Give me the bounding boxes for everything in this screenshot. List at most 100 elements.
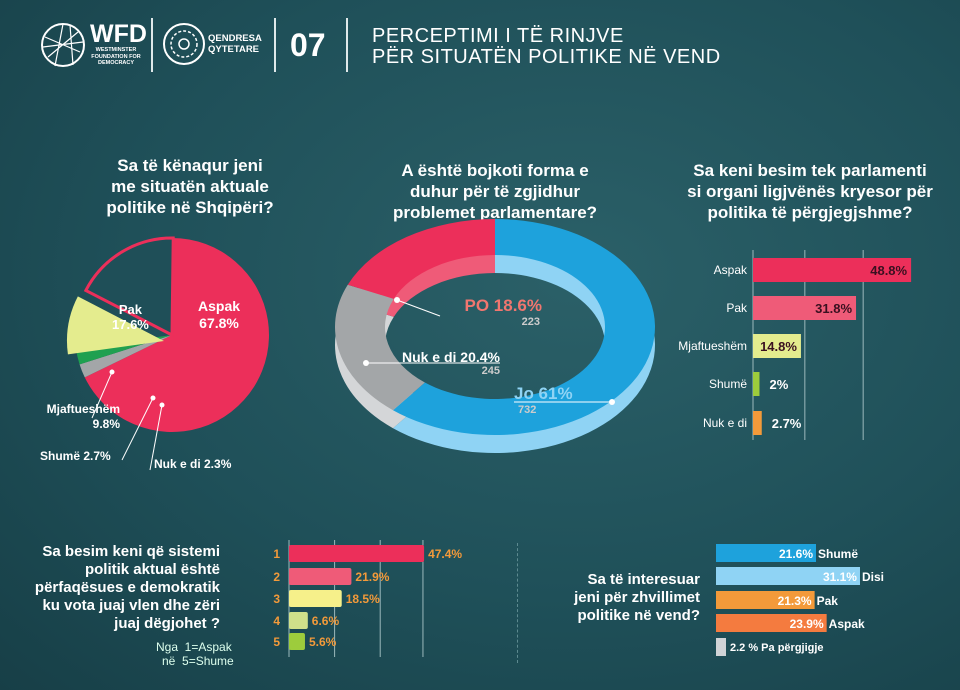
bar-2 xyxy=(716,591,815,609)
bar-category-label: 3 xyxy=(273,592,280,606)
bar-0 xyxy=(753,258,912,282)
bar-value-label: 6.6% xyxy=(312,614,340,628)
bar-category-label: Pak xyxy=(726,301,748,315)
q4-line: përfaqësues e demokratik xyxy=(34,579,220,596)
section-divider xyxy=(517,543,518,663)
scale-note-1: Nga 1=Aspak xyxy=(156,640,232,654)
bar-category-label: 1 xyxy=(273,547,280,561)
leader-line xyxy=(91,371,113,419)
bar-0 xyxy=(289,545,425,562)
q5-line: Sa të interesuar xyxy=(587,571,700,588)
bar-category-label: 2 xyxy=(273,570,280,584)
scale-note: Nga 1=Aspak në 5=Shume xyxy=(156,640,234,668)
pie-label-nuk-e-di: Nuk e di 2.3% xyxy=(154,457,232,471)
qendresa-logo-icon xyxy=(163,23,205,65)
wfd-sub-3: DEMOCRACY xyxy=(97,60,135,66)
bar-category-label: Nuk e di xyxy=(703,416,747,430)
bar-1 xyxy=(289,568,352,585)
pie-label-aspak: Aspak 67.8% xyxy=(198,298,240,332)
pie-slice-aspak xyxy=(84,238,269,433)
bar-0 xyxy=(716,544,817,562)
bar-2 xyxy=(289,590,342,607)
bar-value-label: 2.7% xyxy=(772,416,802,431)
q2-line: A është bojkoti forma e xyxy=(401,161,589,180)
q4-line: Sa besim keni që sistemi xyxy=(42,543,220,560)
wfd-sub-1: WESTMINSTER xyxy=(95,47,137,53)
q1-line: Sa të kënaqur jeni xyxy=(117,156,263,175)
leader-line xyxy=(121,397,154,461)
donut-po-count: 223 xyxy=(521,316,540,328)
leader-dot xyxy=(363,360,369,366)
bar-4 xyxy=(289,633,305,650)
q4-line: ku vota juaj vlen dhe zëri xyxy=(42,597,220,614)
q3-line: Sa keni besim tek parlamenti xyxy=(693,161,927,180)
bar-1 xyxy=(753,296,857,320)
donut-slice-po xyxy=(347,219,495,299)
q2-line: problemet parlamentare? xyxy=(392,203,598,222)
header-divider xyxy=(151,18,153,72)
donut-jo-count: 732 xyxy=(518,404,537,416)
header-divider xyxy=(346,18,348,72)
pie-label-pak-name: Pak xyxy=(118,302,142,317)
bar-value-label: 18.5% xyxy=(346,592,380,606)
bar-category-label: Aspak xyxy=(714,263,748,277)
question-satisfaction: Sa të kënaqur jeni me situatën aktuale p… xyxy=(70,155,310,218)
q4-line: politik aktual është xyxy=(84,561,220,578)
pie-label-mjaft-name: Mjaftueshëm xyxy=(46,402,120,416)
question-system-trust: Sa besim keni që sistemi politik aktual … xyxy=(10,543,220,633)
page-title-line-1: PERCEPTIMI I TË RINJVE xyxy=(372,25,624,47)
wfd-logo-subtitle: WESTMINSTER FOUNDATION FOR DEMOCRACY xyxy=(88,47,144,67)
bar-category-label: 4 xyxy=(273,614,280,628)
q3-line: si organi ligjvënës kryesor për xyxy=(687,182,933,201)
bar-value-label: 31.8% xyxy=(815,301,852,316)
bar-category-label: Mjaftueshëm xyxy=(678,339,747,353)
q1-line: me situatën aktuale xyxy=(111,177,269,196)
leader-line xyxy=(396,299,441,317)
bar-value-label: 23.9% xyxy=(790,617,824,631)
q2-line: duhur për të zgjidhur xyxy=(410,182,580,201)
page-title: PERCEPTIMI I TË RINJVE PËR SITUATËN POLI… xyxy=(372,26,721,68)
donut-label-nuk-e-di: Nuk e di 20.4% 245 xyxy=(360,349,500,377)
wfd-sub-2: FOUNDATION FOR xyxy=(91,53,141,60)
donut-jo-text: Jo 61% xyxy=(514,384,573,403)
bar-value-label: 47.4% xyxy=(428,547,462,561)
bar-3 xyxy=(289,612,308,629)
bar-category-label: Aspak xyxy=(829,617,865,631)
bar-category-label: Shumë xyxy=(709,377,747,391)
bar-value-label: 31.1% xyxy=(823,570,857,584)
bar-category-label: Shumë xyxy=(818,547,858,561)
bar-2 xyxy=(753,334,801,358)
header-divider xyxy=(274,18,276,72)
wfd-globe-logo-icon xyxy=(41,23,85,67)
bar-value-label: 2% xyxy=(769,377,788,392)
pie-slice-mjaftueshëm xyxy=(66,296,164,355)
q5-line: politike në vend? xyxy=(577,607,700,624)
donut-po-text: PO 18.6% xyxy=(464,296,543,315)
bar-value-label: 21.9% xyxy=(355,570,389,584)
donut-label-po: PO 18.6% 223 xyxy=(420,296,543,328)
bar-value-label: 48.8% xyxy=(870,263,907,278)
bar-value-label: 5.6% xyxy=(309,635,337,649)
page-title-line-2: PËR SITUATËN POLITIKE NË VEND xyxy=(372,46,721,68)
bar-value-label: 21.3% xyxy=(778,594,812,608)
bar-value-label: 21.6% xyxy=(779,547,813,561)
question-boycott: A është bojkoti forma e duhur për të zgj… xyxy=(360,160,630,223)
qendresa-line-1: QENDRESA xyxy=(208,33,262,44)
q4-line: juaj dëgjohet ? xyxy=(114,615,220,632)
bar-4 xyxy=(753,411,762,435)
pie-slice-pak xyxy=(83,236,175,338)
q3-line: politika të përgjegjshme? xyxy=(707,203,913,222)
donut-nuk-text: Nuk e di 20.4% xyxy=(401,349,500,365)
pie-label-aspak-value: 67.8% xyxy=(199,315,239,331)
bar-3 xyxy=(716,614,827,632)
bar-value-label: 2.2 % Pa përgjigje xyxy=(730,642,824,654)
bar-category-label: Disi xyxy=(862,570,884,584)
q5-line: jeni për zhvillimet xyxy=(574,589,700,606)
pie-label-pak-value: 17.6% xyxy=(112,317,149,332)
qendresa-line-2: QYTETARE xyxy=(208,44,260,55)
